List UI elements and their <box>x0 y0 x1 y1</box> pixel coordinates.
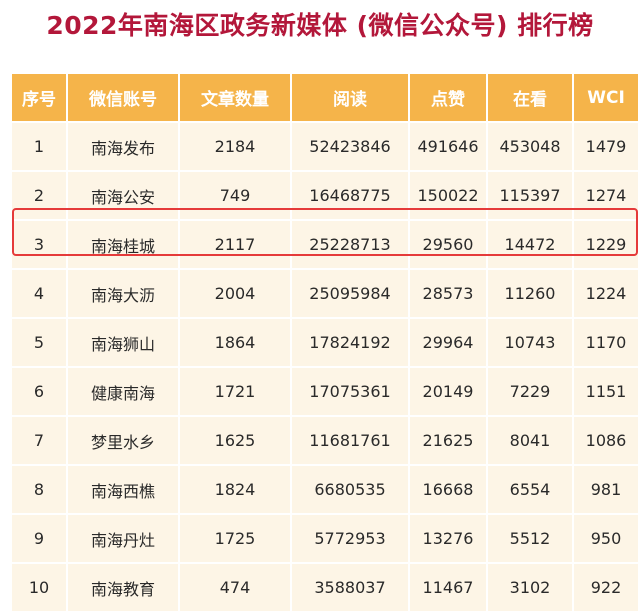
cell-account: 南海狮山 <box>68 319 180 366</box>
cell-account: 南海大沥 <box>68 270 180 317</box>
header-cell-watching: 在看 <box>488 74 574 121</box>
cell-account: 南海桂城 <box>68 221 180 268</box>
cell-account: 南海教育 <box>68 564 180 611</box>
cell-account: 健康南海 <box>68 368 180 415</box>
cell-wci: 1170 <box>574 319 638 366</box>
header-cell-account: 微信账号 <box>68 74 180 121</box>
cell-rank: 1 <box>12 123 68 170</box>
cell-likes: 29964 <box>410 319 488 366</box>
cell-account: 南海发布 <box>68 123 180 170</box>
ranking-table: 序号 微信账号 文章数量 阅读 点赞 在看 WCI 1 南海发布 2184 52423… <box>12 74 638 611</box>
cell-articles: 1864 <box>180 319 292 366</box>
table-row: 7 梦里水乡 1625 11681761 21625 8041 1086 <box>12 417 638 464</box>
cell-rank: 10 <box>12 564 68 611</box>
page-title: 2022年南海区政务新媒体 (微信公众号) 排行榜 <box>46 11 594 40</box>
cell-reads: 25228713 <box>292 221 410 268</box>
cell-reads: 17075361 <box>292 368 410 415</box>
cell-rank: 9 <box>12 515 68 562</box>
cell-articles: 2117 <box>180 221 292 268</box>
cell-rank: 7 <box>12 417 68 464</box>
cell-wci: 1086 <box>574 417 638 464</box>
header-cell-likes: 点赞 <box>410 74 488 121</box>
cell-likes: 29560 <box>410 221 488 268</box>
cell-reads: 11681761 <box>292 417 410 464</box>
table-header: 序号 微信账号 文章数量 阅读 点赞 在看 WCI <box>12 74 638 121</box>
cell-watching: 11260 <box>488 270 574 317</box>
cell-articles: 2004 <box>180 270 292 317</box>
table-row: 9 南海丹灶 1725 5772953 13276 5512 950 <box>12 515 638 562</box>
table-body: 1 南海发布 2184 52423846 491646 453048 1479 2 南海公安 74… <box>12 123 638 611</box>
table-row: 6 健康南海 1721 17075361 20149 7229 1151 <box>12 368 638 415</box>
table-row: 8 南海西樵 1824 6680535 16668 6554 981 <box>12 466 638 513</box>
cell-reads: 17824192 <box>292 319 410 366</box>
cell-account: 梦里水乡 <box>68 417 180 464</box>
cell-watching: 453048 <box>488 123 574 170</box>
cell-articles: 1725 <box>180 515 292 562</box>
cell-wci: 1479 <box>574 123 638 170</box>
header-cell-reads: 阅读 <box>292 74 410 121</box>
cell-articles: 749 <box>180 172 292 219</box>
cell-reads: 52423846 <box>292 123 410 170</box>
cell-wci: 1274 <box>574 172 638 219</box>
cell-wci: 981 <box>574 466 638 513</box>
cell-watching: 14472 <box>488 221 574 268</box>
table-row: 3 南海桂城 2117 25228713 29560 14472 1229 <box>12 221 638 268</box>
cell-rank: 4 <box>12 270 68 317</box>
cell-account: 南海丹灶 <box>68 515 180 562</box>
cell-watching: 8041 <box>488 417 574 464</box>
cell-rank: 2 <box>12 172 68 219</box>
cell-wci: 1151 <box>574 368 638 415</box>
cell-watching: 3102 <box>488 564 574 611</box>
cell-wci: 1224 <box>574 270 638 317</box>
cell-reads: 3588037 <box>292 564 410 611</box>
cell-watching: 115397 <box>488 172 574 219</box>
cell-reads: 25095984 <box>292 270 410 317</box>
cell-likes: 20149 <box>410 368 488 415</box>
cell-likes: 21625 <box>410 417 488 464</box>
header-cell-wci: WCI <box>574 74 638 121</box>
cell-reads: 5772953 <box>292 515 410 562</box>
cell-account: 南海公安 <box>68 172 180 219</box>
table-row: 2 南海公安 749 16468775 150022 115397 1274 <box>12 172 638 219</box>
cell-articles: 2184 <box>180 123 292 170</box>
table-row: 1 南海发布 2184 52423846 491646 453048 1479 <box>12 123 638 170</box>
cell-account: 南海西樵 <box>68 466 180 513</box>
cell-likes: 16668 <box>410 466 488 513</box>
cell-watching: 5512 <box>488 515 574 562</box>
cell-likes: 491646 <box>410 123 488 170</box>
cell-articles: 1625 <box>180 417 292 464</box>
cell-rank: 8 <box>12 466 68 513</box>
cell-reads: 16468775 <box>292 172 410 219</box>
cell-likes: 13276 <box>410 515 488 562</box>
cell-watching: 6554 <box>488 466 574 513</box>
cell-wci: 950 <box>574 515 638 562</box>
table-row: 5 南海狮山 1864 17824192 29964 10743 1170 <box>12 319 638 366</box>
cell-articles: 1824 <box>180 466 292 513</box>
cell-rank: 6 <box>12 368 68 415</box>
cell-wci: 1229 <box>574 221 638 268</box>
cell-likes: 150022 <box>410 172 488 219</box>
cell-likes: 11467 <box>410 564 488 611</box>
cell-watching: 10743 <box>488 319 574 366</box>
table-row: 10 南海教育 474 3588037 11467 3102 922 <box>12 564 638 611</box>
cell-wci: 922 <box>574 564 638 611</box>
cell-articles: 1721 <box>180 368 292 415</box>
header-cell-rank: 序号 <box>12 74 68 121</box>
table-row: 4 南海大沥 2004 25095984 28573 11260 1224 <box>12 270 638 317</box>
cell-rank: 3 <box>12 221 68 268</box>
cell-likes: 28573 <box>410 270 488 317</box>
cell-rank: 5 <box>12 319 68 366</box>
cell-watching: 7229 <box>488 368 574 415</box>
cell-articles: 474 <box>180 564 292 611</box>
header-cell-articles: 文章数量 <box>180 74 292 121</box>
cell-reads: 6680535 <box>292 466 410 513</box>
